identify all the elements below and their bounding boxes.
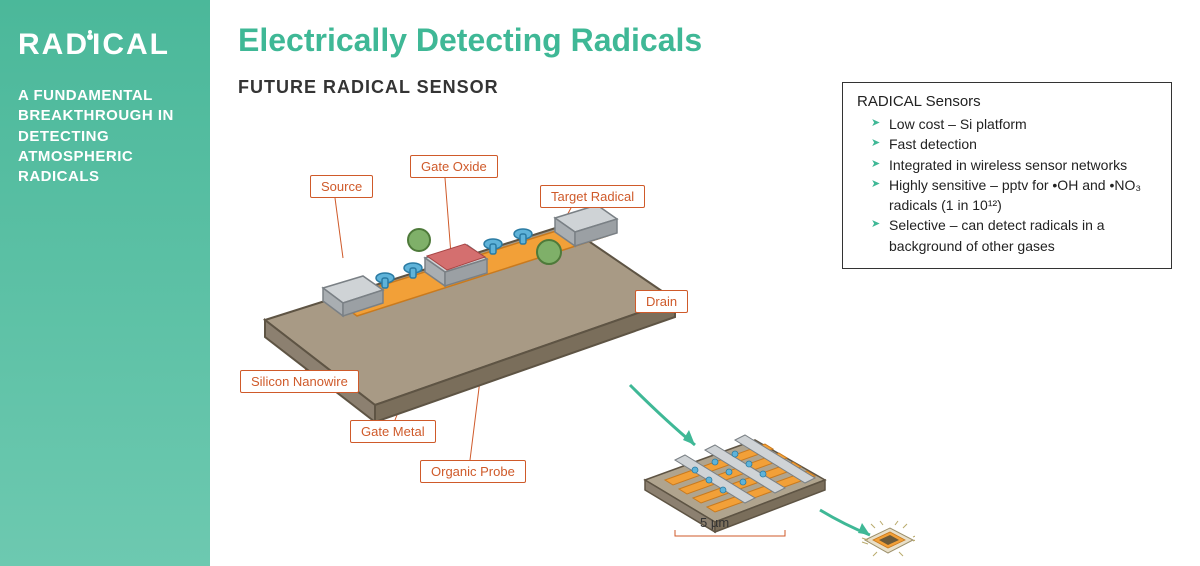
flow-arrow-1 <box>630 385 695 445</box>
label-gate-metal: Gate Metal <box>350 420 436 443</box>
info-item: Integrated in wireless sensor networks <box>875 155 1157 175</box>
label-drain: Drain <box>635 290 688 313</box>
scale-label: 5 µm <box>700 515 729 530</box>
label-gate-oxide: Gate Oxide <box>410 155 498 178</box>
label-organic-probe: Organic Probe <box>420 460 526 483</box>
bound-radical <box>408 229 430 251</box>
info-item: Fast detection <box>875 134 1157 154</box>
sensor-array <box>645 435 825 536</box>
label-source: Source <box>310 175 373 198</box>
info-item: Low cost – Si platform <box>875 114 1157 134</box>
label-silicon-nanowire: Silicon Nanowire <box>240 370 359 393</box>
label-target-radical: Target Radical <box>540 185 645 208</box>
sensor-diagram: Source Gate Oxide Target Radical Drain S… <box>235 130 915 560</box>
sidebar: RADICAL A FUNDAMENTAL BREAKTHROUGH IN DE… <box>0 0 210 566</box>
info-box-title: RADICAL Sensors <box>857 93 1157 110</box>
logo: RADICAL <box>18 28 192 62</box>
page-title: Electrically Detecting Radicals <box>238 22 1172 59</box>
chip-icon <box>862 521 915 556</box>
tagline: A FUNDAMENTAL BREAKTHROUGH IN DETECTING … <box>18 86 192 187</box>
info-item: Selective – can detect radicals in a bac… <box>875 215 1157 256</box>
info-item: Highly sensitive – pptv for •OH and •NO₃… <box>875 175 1157 216</box>
target-radical <box>537 240 561 264</box>
